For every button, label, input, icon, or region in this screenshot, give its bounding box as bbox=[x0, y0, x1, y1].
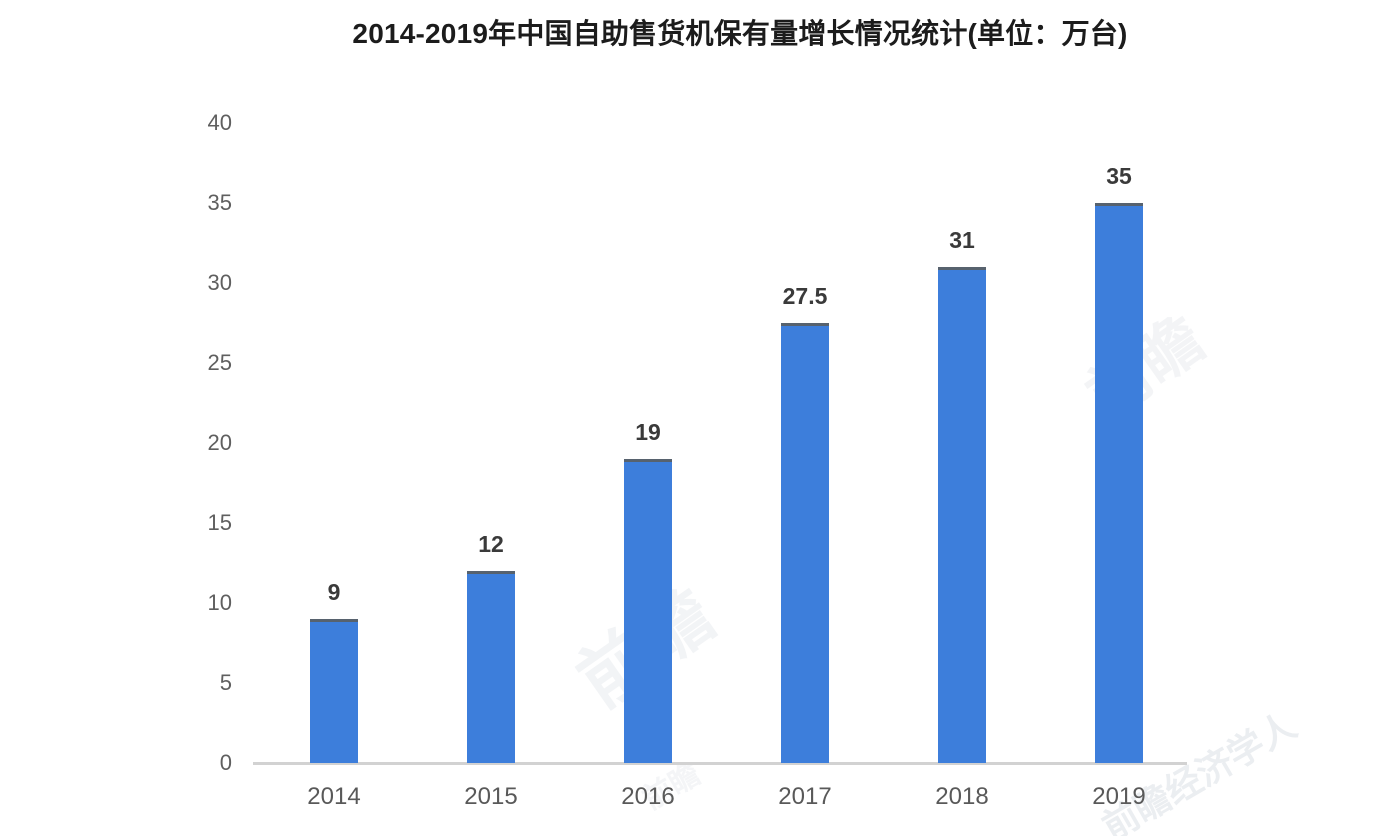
bar-2016 bbox=[624, 459, 672, 763]
y-tick-label: 30 bbox=[207, 270, 232, 295]
x-tick-label: 2017 bbox=[778, 783, 832, 810]
y-tick-label: 10 bbox=[207, 590, 232, 615]
chart-title: 2014-2019年中国自助售货机保有量增长情况统计(单位：万台) bbox=[352, 18, 1128, 49]
bar-value-label: 12 bbox=[478, 531, 504, 557]
y-tick-label: 35 bbox=[207, 190, 232, 215]
x-tick-label: 2018 bbox=[935, 783, 989, 810]
x-tick-label: 2019 bbox=[1092, 783, 1146, 810]
x-tick-label: 2015 bbox=[464, 783, 518, 810]
x-axis-line bbox=[253, 762, 1187, 765]
y-tick-label: 25 bbox=[207, 350, 232, 375]
bar-2014 bbox=[310, 619, 358, 763]
y-tick-label: 15 bbox=[207, 510, 232, 535]
x-tick-label: 2014 bbox=[307, 783, 361, 810]
y-tick-label: 0 bbox=[219, 750, 232, 775]
bar-2019 bbox=[1095, 203, 1143, 763]
bar-2015 bbox=[467, 571, 515, 763]
bar-value-label: 31 bbox=[949, 227, 975, 253]
bar-value-label: 9 bbox=[327, 579, 341, 605]
y-tick-label: 40 bbox=[207, 110, 232, 135]
bar-value-label: 19 bbox=[635, 419, 661, 445]
bar-2018 bbox=[938, 267, 986, 763]
y-tick-label: 20 bbox=[207, 430, 232, 455]
x-tick-label: 2016 bbox=[621, 783, 675, 810]
bar-2017 bbox=[781, 323, 829, 763]
y-tick-label: 5 bbox=[219, 670, 232, 695]
bar-value-label: 35 bbox=[1106, 163, 1132, 189]
bar-value-label: 27.5 bbox=[782, 283, 828, 309]
